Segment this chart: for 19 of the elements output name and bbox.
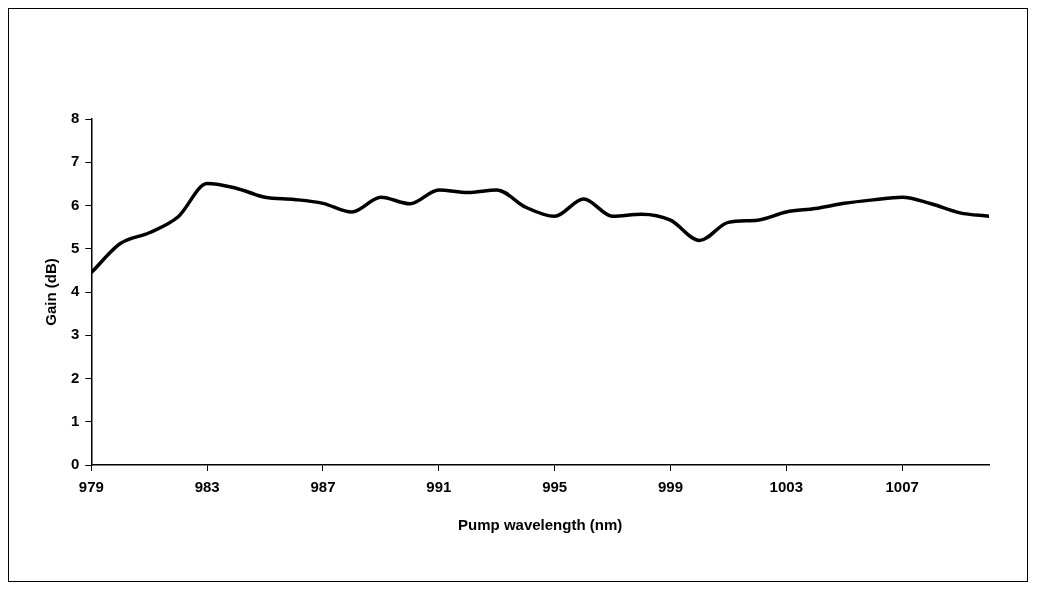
x-tick-label: 999: [657, 478, 683, 496]
x-tick-label: 995: [542, 478, 568, 496]
y-axis-title: Gain (dB): [42, 258, 60, 326]
y-tick-label: 1: [71, 411, 80, 429]
x-tick-label: 991: [426, 478, 452, 496]
x-tick-label: 987: [310, 478, 336, 496]
y-tick-label: 5: [71, 238, 80, 256]
x-tick-label: 979: [78, 478, 104, 496]
y-tick-label: 2: [71, 368, 80, 386]
y-tick-label: 7: [71, 152, 80, 170]
y-tick-label: 6: [71, 195, 80, 213]
y-tick-label: 8: [71, 109, 80, 127]
y-tick-label: 4: [71, 282, 80, 300]
x-tick-label: 1003: [769, 478, 803, 496]
x-tick-label: 983: [194, 478, 220, 496]
x-tick-label: 1007: [885, 478, 919, 496]
x-axis-title: Pump wavelength (nm): [458, 516, 623, 534]
y-tick-label: 3: [71, 325, 80, 343]
y-tick-label: 0: [71, 455, 80, 473]
